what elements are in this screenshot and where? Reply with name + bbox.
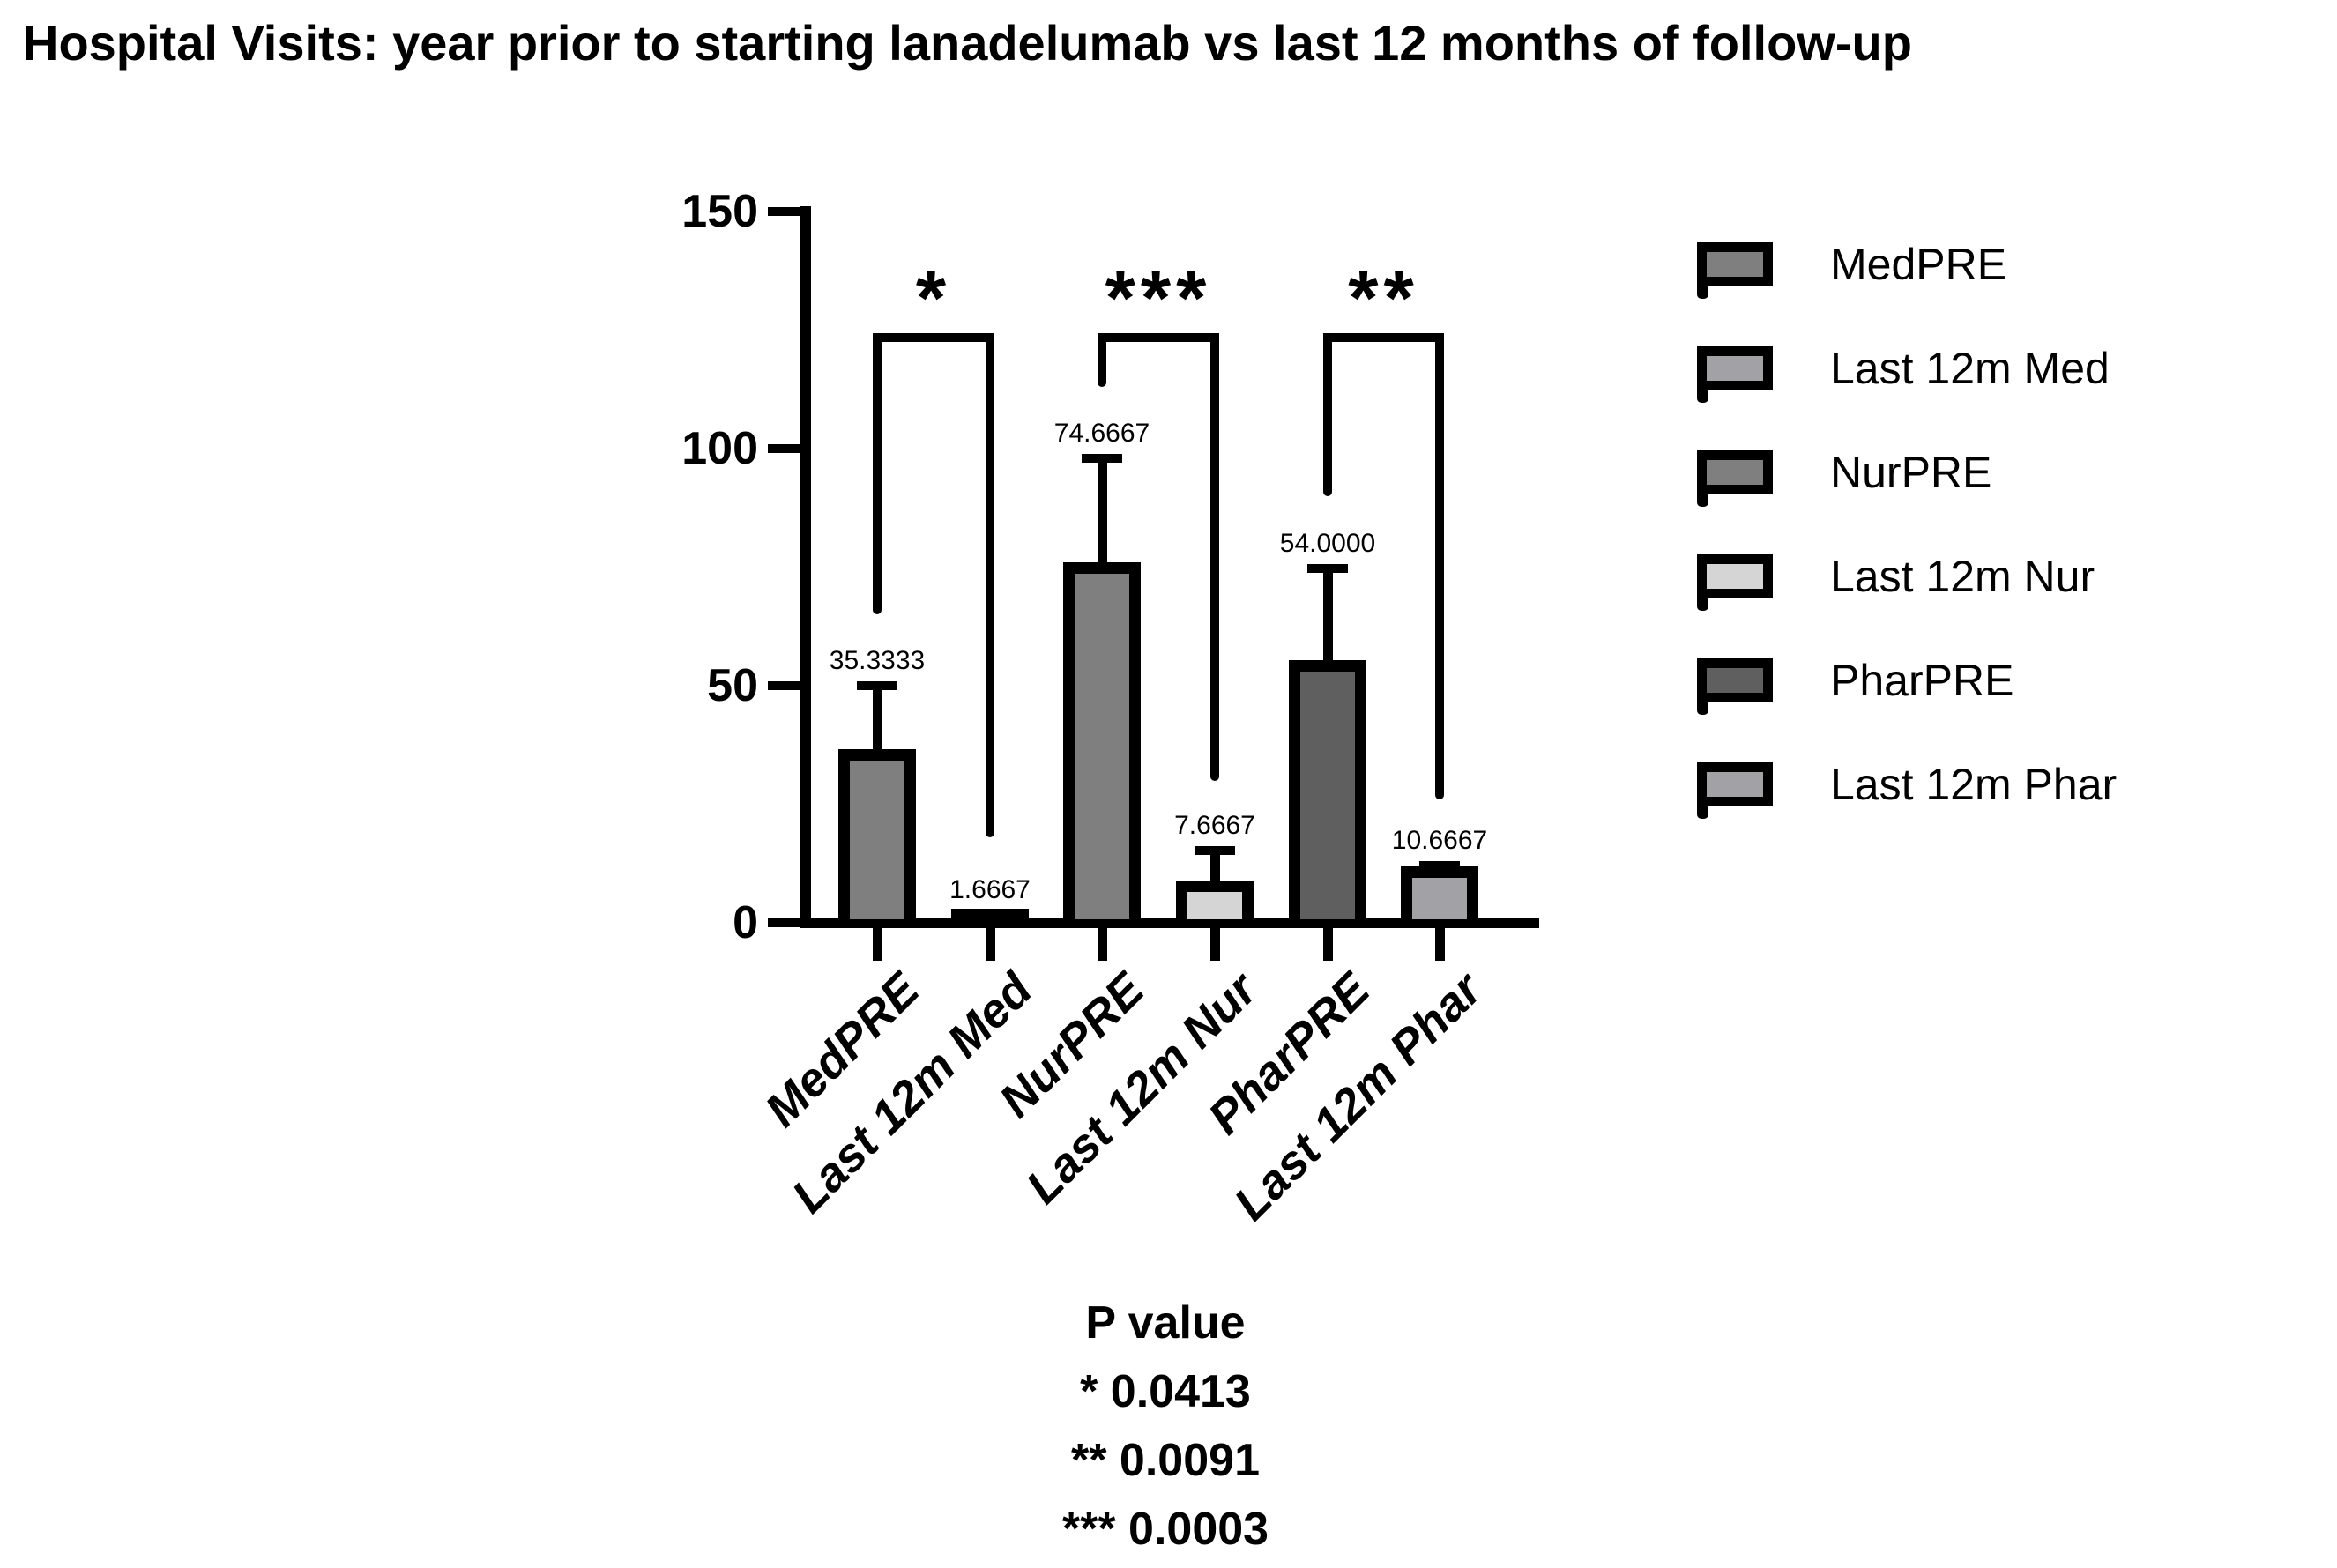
- legend-label: PharPRE: [1830, 656, 2014, 705]
- bar-fill: [1412, 877, 1467, 919]
- y-tick-label: 0: [733, 897, 758, 948]
- bar-value-label: 74.6667: [1053, 418, 1150, 448]
- x-tick: [1323, 928, 1333, 961]
- legend-swatch: [1697, 346, 1773, 403]
- significance-stars: ***: [1105, 253, 1212, 341]
- legend-swatch: [1697, 762, 1773, 819]
- significance-stars: *: [915, 253, 952, 341]
- x-tick: [986, 928, 995, 961]
- pvalue-block: P value * 0.0413 ** 0.0091 *** 0.0003: [901, 1289, 1430, 1564]
- pvalue-line: *** 0.0003: [1061, 1504, 1269, 1555]
- y-tick: [768, 918, 801, 927]
- bar-value-label: 35.3333: [829, 645, 926, 675]
- legend-label: Last 12m Med: [1830, 344, 2110, 393]
- pvalue-line: ** 0.0091: [1071, 1435, 1260, 1486]
- bar-value-label: 7.6667: [1174, 810, 1255, 840]
- y-tick-label: 100: [681, 423, 758, 474]
- x-tick: [1210, 928, 1220, 961]
- legend-swatch: [1697, 658, 1773, 715]
- significance-bracket-left: [1323, 332, 1332, 496]
- bar: [838, 748, 916, 928]
- significance-bracket-right: [1435, 332, 1444, 800]
- x-tick: [873, 928, 882, 961]
- bar: [951, 909, 1029, 928]
- legend-swatch: [1697, 450, 1773, 507]
- legend-swatch: [1697, 554, 1773, 611]
- legend-swatch-tail: [1697, 596, 1708, 611]
- pvalue-title: P value: [1085, 1297, 1246, 1349]
- bar-fill: [850, 760, 904, 919]
- y-tick: [768, 207, 801, 216]
- y-tick-label: 50: [707, 660, 758, 711]
- legend-swatch-fill: [1707, 356, 1763, 381]
- significance-stars: **: [1348, 253, 1419, 341]
- x-axis-line: [800, 918, 1539, 928]
- bar-value-label: 1.6667: [949, 875, 1031, 905]
- y-tick: [768, 681, 801, 690]
- bar: [1401, 866, 1478, 928]
- chart-title: Hospital Visits: year prior to starting …: [23, 15, 1912, 71]
- error-bar-stem: [1098, 457, 1107, 575]
- legend-swatch: [1697, 242, 1773, 299]
- legend-label: Last 12m Nur: [1830, 552, 2095, 601]
- bar: [1289, 660, 1366, 928]
- legend-swatch-tail: [1697, 284, 1708, 299]
- legend-swatch-tail: [1697, 492, 1708, 507]
- error-bar-stem: [873, 685, 882, 761]
- significance-bracket-left: [873, 332, 882, 615]
- error-bar-stem: [1210, 850, 1220, 892]
- significance-bracket-top: [1323, 332, 1444, 342]
- legend-swatch-tail: [1697, 804, 1708, 819]
- bar-value-label: 54.0000: [1279, 529, 1376, 559]
- legend-swatch-fill: [1707, 252, 1763, 277]
- bar-fill: [1300, 672, 1355, 919]
- bar: [1063, 562, 1141, 928]
- legend-swatch-tail: [1697, 388, 1708, 403]
- x-tick: [1435, 928, 1445, 961]
- y-tick-label: 150: [681, 186, 758, 237]
- pvalue-line: * 0.0413: [1080, 1366, 1251, 1417]
- significance-bracket-left: [1098, 332, 1106, 388]
- significance-bracket-right: [986, 332, 994, 838]
- error-bar-cap: [1082, 453, 1122, 463]
- significance-bracket-top: [873, 332, 994, 342]
- significance-bracket-right: [1210, 332, 1219, 781]
- y-tick: [768, 444, 801, 453]
- legend-swatch-fill: [1707, 564, 1763, 589]
- bar-fill: [1187, 891, 1242, 919]
- error-bar-stem: [1435, 866, 1445, 878]
- error-bar-cap: [857, 680, 897, 690]
- legend-label: MedPRE: [1830, 240, 2007, 289]
- bar: [1176, 880, 1254, 928]
- legend-swatch-fill: [1707, 668, 1763, 693]
- legend-label: NurPRE: [1830, 448, 1992, 497]
- legend-swatch-fill: [1707, 460, 1763, 485]
- legend-swatch-tail: [1697, 700, 1708, 715]
- error-bar-stem: [1323, 568, 1333, 673]
- legend-label: Last 12m Phar: [1830, 760, 2117, 809]
- y-axis-line: [800, 206, 811, 928]
- error-bar-cap: [1307, 564, 1348, 574]
- error-bar-cap: [1195, 845, 1235, 855]
- legend-swatch-fill: [1707, 772, 1763, 797]
- bar-value-label: 10.6667: [1391, 826, 1488, 856]
- significance-bracket-top: [1098, 332, 1219, 342]
- error-bar-cap: [1419, 861, 1460, 871]
- x-tick: [1098, 928, 1107, 961]
- bar-fill: [1075, 574, 1129, 919]
